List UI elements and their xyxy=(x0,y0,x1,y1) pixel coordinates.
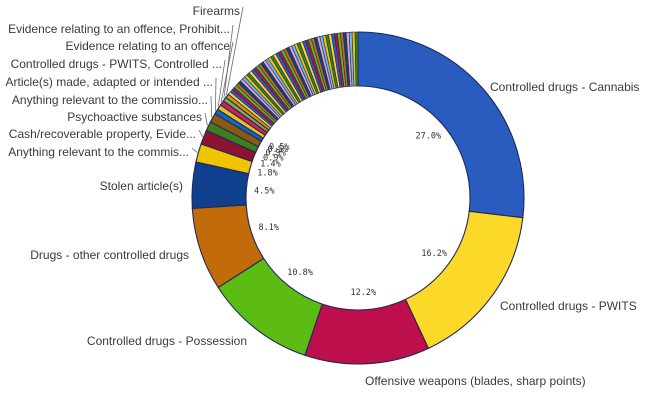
category-label: Firearms xyxy=(193,4,240,18)
leader-line xyxy=(215,77,217,112)
category-label: Evidence relating to an offence, Prohibi… xyxy=(8,22,230,36)
slice-controlled-drugs-pwits[interactable] xyxy=(404,210,524,350)
category-label: Anything relevant to the commissio... xyxy=(12,93,208,107)
donut-slices xyxy=(191,31,525,365)
pct-label: 0.9% xyxy=(263,153,283,163)
pct-label: 1.8% xyxy=(257,168,277,178)
category-label: Controlled drugs - Cannabis xyxy=(490,80,639,94)
leader-line xyxy=(223,24,234,99)
pct-label: 8.1% xyxy=(258,223,278,233)
leader-line xyxy=(191,147,198,153)
category-label: Article(s) made, adapted or intended ... xyxy=(6,75,213,89)
category-label: Stolen article(s) xyxy=(100,179,183,193)
category-label: Anything relevant to the commis... xyxy=(8,145,189,159)
pct-label: 12.2% xyxy=(351,288,377,298)
percentage-labels: 27.0% 16.2% 12.2% 10.8% 8.1% 4.5% 1.8%1.4%0.9%… xyxy=(254,132,447,298)
leader-line xyxy=(226,6,244,96)
category-label: Offensive weapons (blades, sharp points) xyxy=(365,374,586,388)
category-label: Cash/recoverable property, Evide... xyxy=(9,127,196,141)
leader-line xyxy=(217,59,226,107)
category-label: Controlled drugs - PWITS xyxy=(500,299,637,313)
pct-label: 0.5% xyxy=(267,145,287,155)
pct-label: 4.5% xyxy=(254,187,274,197)
category-label: Psychoactive substances xyxy=(67,110,202,124)
category-label: Evidence relating to an offence xyxy=(65,39,230,53)
category-label: Drugs - other controlled drugs xyxy=(30,248,189,262)
pct-label: 0.9% xyxy=(265,149,285,159)
pct-label: 0.5% xyxy=(269,143,289,153)
pct-label: 1.4% xyxy=(260,160,280,170)
slice-small[interactable] xyxy=(354,31,359,87)
slice-controlled-drugs-cannabis[interactable] xyxy=(357,31,525,219)
leader-line xyxy=(204,112,208,126)
slice-offensive-weapons-blades-sharp-points[interactable] xyxy=(304,298,430,365)
leader-line xyxy=(198,129,203,137)
pct-label: 16.2% xyxy=(421,249,447,259)
pct-label: 27.0% xyxy=(416,132,442,142)
category-labels: Controlled drugs - Cannabis Controlled dr… xyxy=(6,4,640,388)
category-label: Controlled drugs - PWITS, Controlled ... xyxy=(11,57,222,71)
pct-label: 10.8% xyxy=(287,268,313,278)
category-label: Controlled drugs - Possession xyxy=(87,334,247,348)
leader-line xyxy=(210,95,213,118)
